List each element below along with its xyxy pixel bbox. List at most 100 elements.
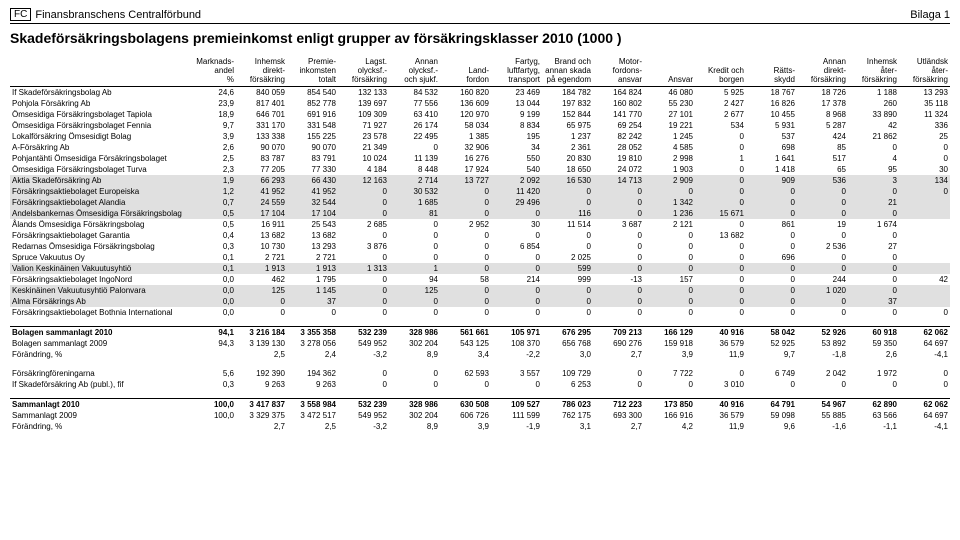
cell: 36 579 <box>695 410 746 421</box>
cell: 30 532 <box>389 186 440 197</box>
cell <box>899 285 950 296</box>
cell: 0 <box>593 368 644 379</box>
cell: 3,4 <box>440 349 491 360</box>
cell: 260 <box>848 98 899 109</box>
row-name: Andelsbankernas Ömsesidiga Försäkringsbo… <box>10 208 185 219</box>
cell: 0 <box>797 263 848 274</box>
table-row: Valion Keskinäinen Vakuutusyhtiö0,11 913… <box>10 263 950 274</box>
cell: 1 913 <box>287 263 338 274</box>
cell: -1,6 <box>797 421 848 432</box>
cell: 66 430 <box>287 175 338 186</box>
cell: -3,2 <box>338 349 389 360</box>
row-name: Bolagen sammanlagt 2009 <box>10 338 185 349</box>
row-name: Försäkringföreningarna <box>10 368 185 379</box>
cell: 0 <box>491 208 542 219</box>
cell: 20 830 <box>542 153 593 164</box>
logo: FC Finansbranschens Centralförbund <box>10 8 201 21</box>
cell: 0 <box>389 219 440 230</box>
cell: 17 924 <box>440 164 491 175</box>
cell: 0 <box>338 208 389 219</box>
cell: 1 020 <box>797 285 848 296</box>
cell: 3,0 <box>542 349 593 360</box>
cell: 13 682 <box>695 230 746 241</box>
cell: 0,0 <box>185 307 236 318</box>
cell: 424 <box>797 131 848 142</box>
cell: 336 <box>899 120 950 131</box>
col-header: Annanolycksf.-och sjukf. <box>389 56 440 87</box>
cell: 550 <box>491 153 542 164</box>
cell: 0 <box>746 285 797 296</box>
table-row: Försäkringsaktiebolaget IngoNord0,04621 … <box>10 274 950 285</box>
cell: 1 313 <box>338 263 389 274</box>
cell: 0 <box>593 230 644 241</box>
cell: 2,4 <box>287 349 338 360</box>
cell: 60 918 <box>848 327 899 339</box>
cell: 0 <box>644 241 695 252</box>
cell: 2 427 <box>695 98 746 109</box>
cell: 5 931 <box>746 120 797 131</box>
cell: 0 <box>695 252 746 263</box>
cell: 0 <box>899 186 950 197</box>
cell: 0 <box>644 379 695 390</box>
row-name: Pohjantähti Ömsesidiga Försäkringsbolage… <box>10 153 185 164</box>
cell: 0 <box>338 186 389 197</box>
cell: 18 767 <box>746 87 797 99</box>
cell: 0 <box>593 197 644 208</box>
cell: 630 508 <box>440 399 491 411</box>
cell: 10 024 <box>338 153 389 164</box>
cell: 0,0 <box>185 285 236 296</box>
cell: 2 121 <box>644 219 695 230</box>
cell: 0 <box>593 186 644 197</box>
cell: 197 832 <box>542 98 593 109</box>
cell: 0 <box>848 208 899 219</box>
cell: 141 770 <box>593 109 644 120</box>
table-row: Försäkringsaktiebolaget Alandia0,724 559… <box>10 197 950 208</box>
cell: 0 <box>491 307 542 318</box>
cell: 22 495 <box>389 131 440 142</box>
cell: 62 062 <box>899 399 950 411</box>
cell: 3 687 <box>593 219 644 230</box>
table-row: Pohjantähti Ömsesidiga Försäkringsbolage… <box>10 153 950 164</box>
row-name: Aktia Skadeförsäkring Ab <box>10 175 185 186</box>
cell: 0 <box>338 368 389 379</box>
cell: 34 <box>491 142 542 153</box>
cell: 30 <box>491 219 542 230</box>
cell: 36 579 <box>695 338 746 349</box>
cell: 1 <box>389 263 440 274</box>
cell: 24 072 <box>593 164 644 175</box>
cell: 3 139 130 <box>236 338 287 349</box>
cell: 3 557 <box>491 368 542 379</box>
cell: 3 216 184 <box>236 327 287 339</box>
cell: 0 <box>593 307 644 318</box>
cell: 0 <box>644 307 695 318</box>
cell: 90 070 <box>236 142 287 153</box>
cell: 0 <box>695 307 746 318</box>
row-name: A-Försäkring Ab <box>10 142 185 153</box>
cell: -13 <box>593 274 644 285</box>
cell: 109 729 <box>542 368 593 379</box>
cell: 0 <box>491 252 542 263</box>
table-row: Försäkringsaktiebolaget Europeiska1,241 … <box>10 186 950 197</box>
cell: 1 385 <box>440 131 491 142</box>
cell: 32 906 <box>440 142 491 153</box>
cell: 65 <box>797 164 848 175</box>
cell: 62 062 <box>899 327 950 339</box>
row-name: Försäkringsaktiebolaget Bothnia Internat… <box>10 307 185 318</box>
cell: 0 <box>389 252 440 263</box>
cell: 52 925 <box>746 338 797 349</box>
cell: 0 <box>746 241 797 252</box>
cell: 9 263 <box>287 379 338 390</box>
cell: 0 <box>695 186 746 197</box>
row-name: If Skadeförsäkring Ab (publ.), fif <box>10 379 185 390</box>
cell: 0 <box>695 296 746 307</box>
cell: 0 <box>848 263 899 274</box>
cell: 58 034 <box>440 120 491 131</box>
cell: 77 205 <box>236 164 287 175</box>
row-name: Ömsesidiga Försäkringsbolaget Turva <box>10 164 185 175</box>
cell: 0,1 <box>185 252 236 263</box>
cell: 18,9 <box>185 109 236 120</box>
logo-badge: FC <box>10 8 31 21</box>
cell: 0,5 <box>185 208 236 219</box>
cell: 0 <box>236 296 287 307</box>
cell: 24 559 <box>236 197 287 208</box>
